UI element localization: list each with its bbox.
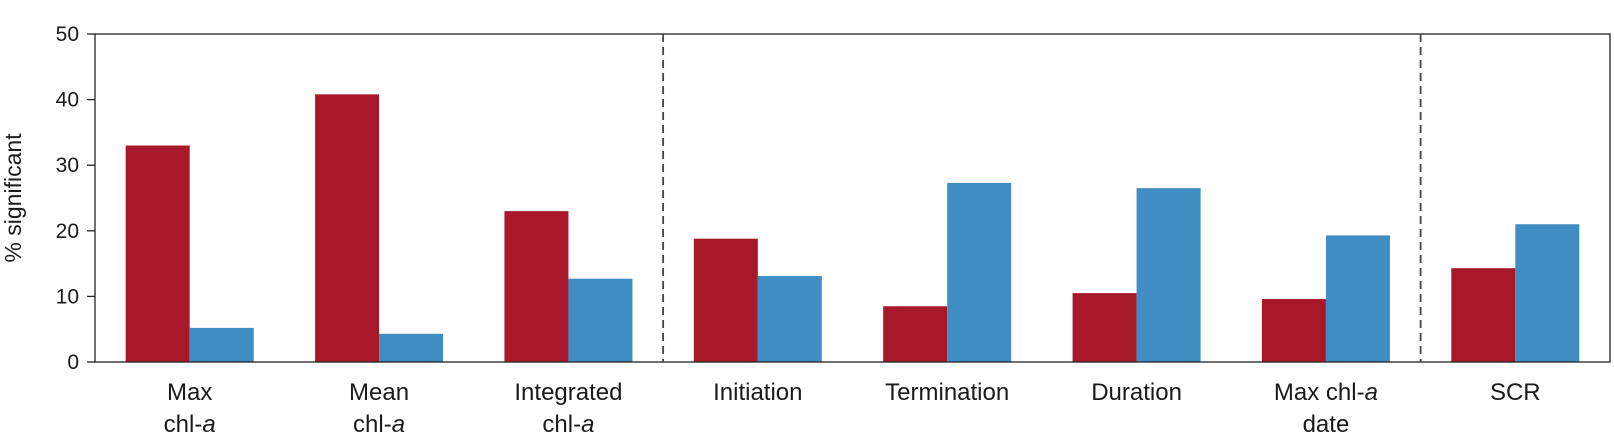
category-label-4: Termination bbox=[885, 379, 1009, 406]
plot-area: 0 10 20 30 40 50 % significant Max chl-a Mean chl-… bbox=[0, 23, 1611, 438]
category-label-line: chl-a bbox=[353, 411, 405, 438]
y-tick-label: 50 bbox=[56, 23, 79, 46]
bar-blue-0 bbox=[189, 327, 254, 362]
bar-blue-3 bbox=[757, 276, 822, 362]
y-tick-label: 10 bbox=[56, 285, 79, 308]
category-label-1: Mean bbox=[349, 379, 409, 406]
category-label-line: chl-a bbox=[542, 411, 594, 438]
bar-red-0 bbox=[125, 145, 190, 362]
bar-blue-6 bbox=[1325, 235, 1390, 362]
bar-red-1 bbox=[315, 94, 380, 363]
bar-red-2 bbox=[504, 211, 569, 362]
bar-red-7 bbox=[1451, 268, 1516, 362]
category-label-3: Initiation bbox=[713, 379, 802, 406]
category-label-7: SCR bbox=[1490, 379, 1541, 406]
bar-blue-1 bbox=[379, 333, 444, 362]
y-tick-label: 0 bbox=[67, 351, 79, 374]
category-label-2: Integrated bbox=[514, 379, 622, 406]
bar-red-5 bbox=[1072, 293, 1137, 362]
bar-blue-7 bbox=[1515, 224, 1580, 362]
bar-blue-4 bbox=[947, 182, 1012, 362]
bar-blue-2 bbox=[568, 278, 633, 362]
category-label-5: Duration bbox=[1091, 379, 1182, 406]
category-label-0: Max bbox=[167, 379, 212, 406]
bar-red-3 bbox=[693, 238, 758, 362]
bar-blue-5 bbox=[1136, 188, 1201, 362]
y-tick-label: 30 bbox=[56, 154, 79, 177]
y-axis-title: % significant bbox=[0, 133, 26, 263]
category-label-line: Max chl-a bbox=[1274, 379, 1378, 406]
category-label-line: date bbox=[1303, 411, 1350, 438]
bar-red-6 bbox=[1261, 299, 1326, 362]
bar-red-4 bbox=[883, 306, 948, 362]
category-label-line: chl-a bbox=[164, 411, 216, 438]
y-tick-label: 40 bbox=[56, 89, 79, 112]
y-tick-label: 20 bbox=[56, 220, 79, 243]
plot-frame bbox=[94, 33, 1611, 363]
